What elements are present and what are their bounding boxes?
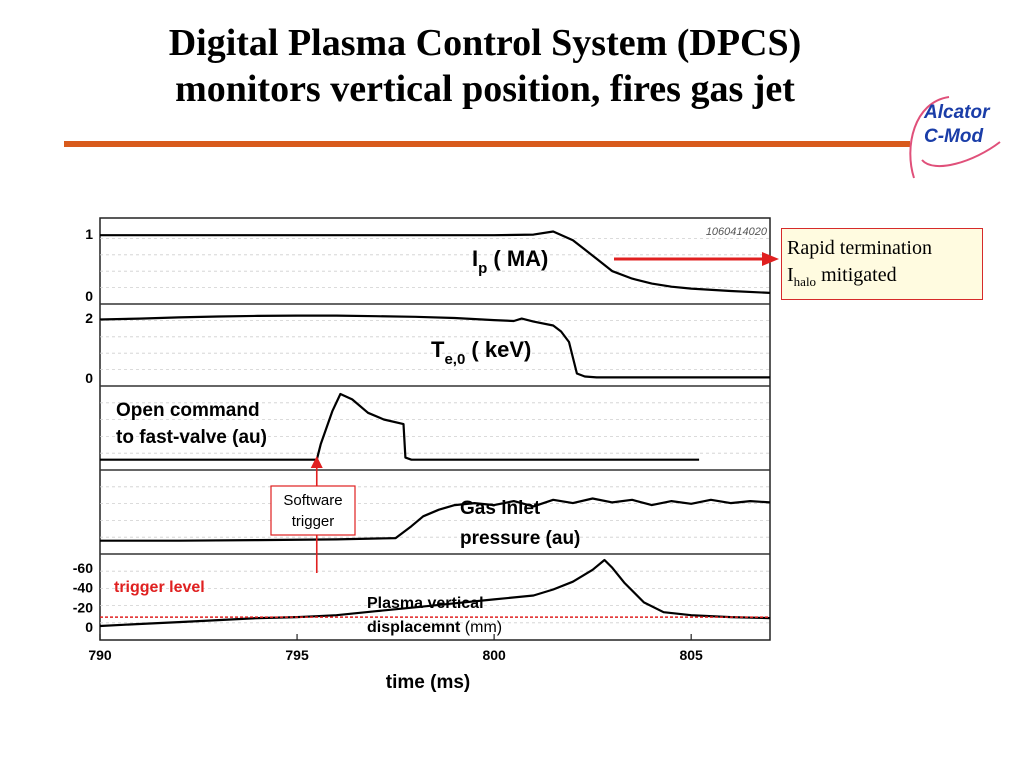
callout-arrowhead xyxy=(762,252,779,266)
trigger-level-label: trigger level xyxy=(114,579,205,596)
gas-label-line1: Gas inlet xyxy=(460,498,541,519)
xtick-label: 800 xyxy=(482,647,506,663)
logo-swoosh-icon xyxy=(909,96,1001,179)
ytick-label-te0: 2 xyxy=(85,310,93,326)
shot-number-label: 1060414020 xyxy=(706,226,768,238)
zdisp-label-line1: Plasma vertical xyxy=(367,595,484,612)
ytick-label-ip: 1 xyxy=(85,226,93,242)
callout-i: I xyxy=(787,264,794,286)
series-line-valve xyxy=(100,392,700,461)
ytick-label-te0: 0 xyxy=(85,370,93,386)
x-axis-label: time (ms) xyxy=(386,672,470,693)
series-line-te0 xyxy=(99,314,770,379)
ytick-label-ip: 0 xyxy=(85,288,93,304)
title-rule xyxy=(64,141,910,147)
software-trigger-line1: Software xyxy=(283,492,342,509)
alcator-logo: Alcator C-Mod xyxy=(904,92,1014,182)
ytick-label-zdisp: -40 xyxy=(73,580,93,596)
callout-halo: halo xyxy=(793,274,817,289)
ip-label: Ip ( MA) xyxy=(472,246,548,277)
callout-line1: Rapid termination xyxy=(787,237,932,259)
series-line-zdisp xyxy=(99,558,771,628)
callout-line2: Ihalo mitigated xyxy=(787,262,982,295)
ip-label-rest: ( MA) xyxy=(487,246,548,271)
te-label-rest: ( keV) xyxy=(465,337,531,362)
slide-title-line2: monitors vertical position, fires gas je… xyxy=(175,68,795,110)
xtick-label: 805 xyxy=(679,647,703,663)
te-label-sub: e,0 xyxy=(444,351,465,368)
software-trigger-box xyxy=(270,485,356,536)
plot-frame xyxy=(99,217,771,641)
zdisp-label-unit: (mm) xyxy=(460,619,502,636)
callout-mitigated: mitigated xyxy=(816,264,897,286)
software-trigger-line2: trigger xyxy=(292,513,335,530)
slide-title: Digital Plasma Control System (DPCS) mon… xyxy=(60,20,910,112)
valve-label-line2: to fast-valve (au) xyxy=(116,427,267,448)
gas-label-line2: pressure (au) xyxy=(460,528,580,549)
callout-box: Rapid termination Ihalo mitigated xyxy=(781,228,983,300)
te-label: Te,0 ( keV) xyxy=(431,337,531,368)
logo-line2: C-Mod xyxy=(924,126,984,147)
xtick-label: 790 xyxy=(88,647,112,663)
logo-line1: Alcator xyxy=(924,102,990,123)
slide-title-line1: Digital Plasma Control System (DPCS) xyxy=(168,22,802,64)
ytick-label-zdisp: -20 xyxy=(73,599,93,615)
ip-label-sub: p xyxy=(478,260,487,277)
software-trigger-arrowhead xyxy=(310,456,323,468)
xtick-label: 795 xyxy=(285,647,309,663)
ytick-label-zdisp: -60 xyxy=(73,560,93,576)
zdisp-label-line2: displacemnt (mm) xyxy=(367,619,502,636)
series-line-gas xyxy=(100,497,771,542)
ytick-label-zdisp: 0 xyxy=(85,619,93,635)
series-line-ip xyxy=(100,230,771,294)
valve-label-line1: Open command xyxy=(116,400,260,421)
